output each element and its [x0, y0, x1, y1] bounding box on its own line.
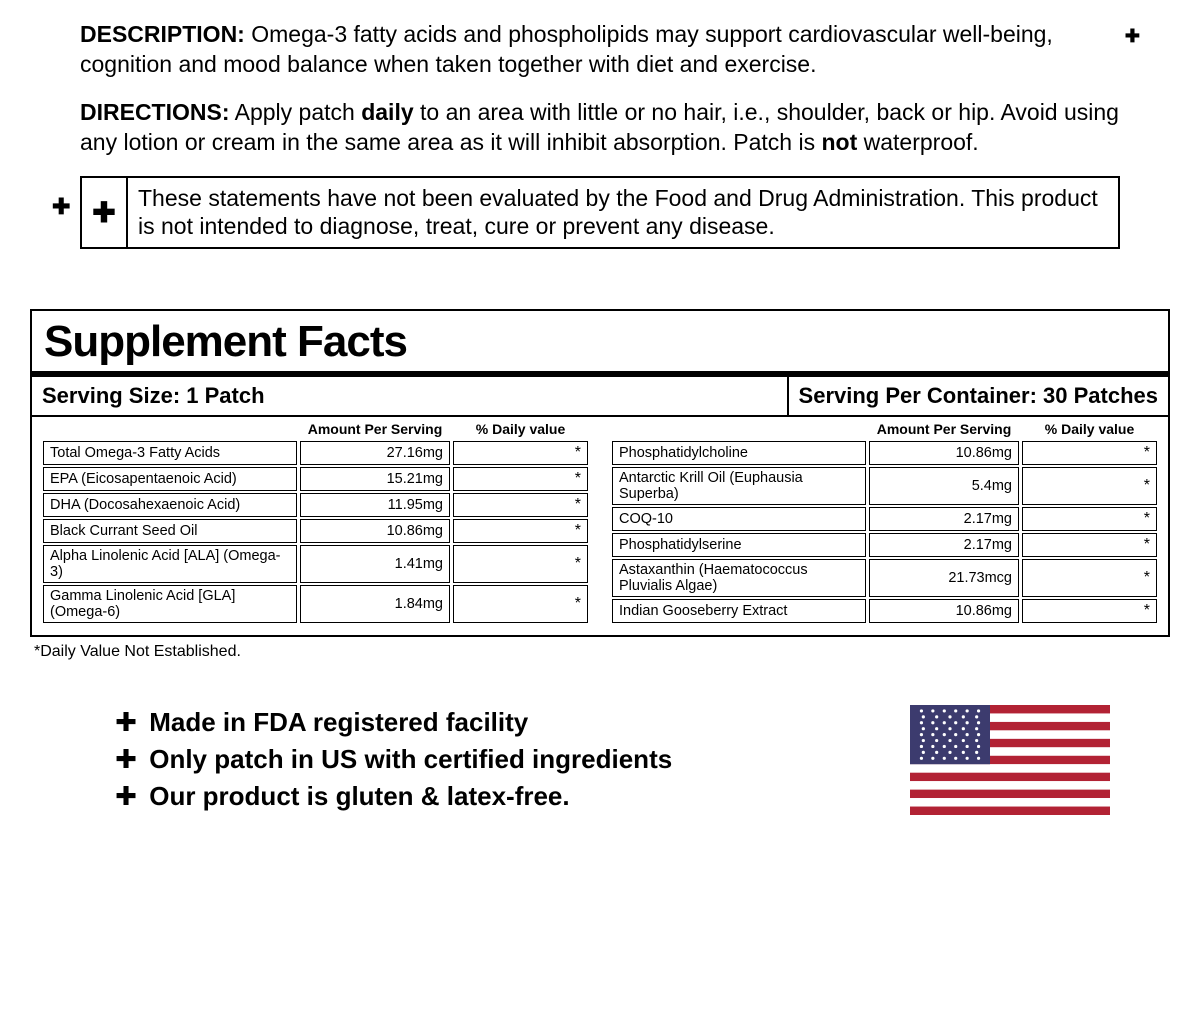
- claim-line: ✚ Made in FDA registered facility: [110, 707, 910, 738]
- directions-bold-1: daily: [361, 99, 413, 125]
- directions-label: DIRECTIONS:: [80, 99, 230, 125]
- ingredient-name: COQ-10: [612, 507, 866, 531]
- table-row: Astaxanthin (Haematococcus Pluvialis Alg…: [612, 559, 1157, 597]
- ingredient-name: Phosphatidylserine: [612, 533, 866, 557]
- col-header-amount: Amount Per Serving: [869, 419, 1019, 439]
- table-row: Gamma Linolenic Acid [GLA] (Omega-6)1.84…: [43, 585, 588, 623]
- ingredient-name: DHA (Docosahexaenoic Acid): [43, 493, 297, 517]
- ingredient-amount: 5.4mg: [869, 467, 1019, 505]
- facts-title: Supplement Facts: [32, 311, 1168, 377]
- claim-line: ✚ Our product is gluten & latex-free.: [110, 781, 910, 812]
- ingredient-amount: 10.86mg: [300, 519, 450, 543]
- table-row: Antarctic Krill Oil (Euphausia Superba)5…: [612, 467, 1157, 505]
- table-row: Phosphatidylserine2.17mg*: [612, 533, 1157, 557]
- table-row: DHA (Docosahexaenoic Acid)11.95mg*: [43, 493, 588, 517]
- ingredient-dv: *: [1022, 599, 1157, 623]
- ingredient-name: Indian Gooseberry Extract: [612, 599, 866, 623]
- facts-right-column: Amount Per Serving % Daily value Phospha…: [609, 417, 1160, 625]
- plus-icon: ✚: [110, 781, 142, 812]
- fda-disclaimer-box: ✚ These statements have not been evaluat…: [80, 176, 1120, 250]
- serving-row: Serving Size: 1 Patch Serving Per Contai…: [32, 377, 1168, 417]
- table-row: COQ-102.17mg*: [612, 507, 1157, 531]
- claim-text: Made in FDA registered facility: [142, 707, 528, 737]
- ingredient-name: Astaxanthin (Haematococcus Pluvialis Alg…: [612, 559, 866, 597]
- ingredient-dv: *: [453, 467, 588, 491]
- facts-table-left: Amount Per Serving % Daily value Total O…: [40, 417, 591, 625]
- table-row: Black Currant Seed Oil10.86mg*: [43, 519, 588, 543]
- table-row: Phosphatidylcholine10.86mg*: [612, 441, 1157, 465]
- plus-icon: ✚: [110, 707, 142, 738]
- ingredient-amount: 21.73mcg: [869, 559, 1019, 597]
- ingredient-name: Phosphatidylcholine: [612, 441, 866, 465]
- disclaimer-plus-icon: ✚: [82, 178, 128, 248]
- ingredient-name: Gamma Linolenic Acid [GLA] (Omega-6): [43, 585, 297, 623]
- ingredient-dv: *: [453, 493, 588, 517]
- facts-table-right: Amount Per Serving % Daily value Phospha…: [609, 417, 1160, 625]
- col-header-amount: Amount Per Serving: [300, 419, 450, 439]
- description-label: DESCRIPTION:: [80, 21, 245, 47]
- ingredient-amount: 2.17mg: [869, 533, 1019, 557]
- ingredient-name: Black Currant Seed Oil: [43, 519, 297, 543]
- ingredient-amount: 15.21mg: [300, 467, 450, 491]
- ingredient-amount: 27.16mg: [300, 441, 450, 465]
- dagger-icon: ✚: [1125, 26, 1140, 47]
- ingredient-dv: *: [1022, 441, 1157, 465]
- ingredient-name: Antarctic Krill Oil (Euphausia Superba): [612, 467, 866, 505]
- claims-list: ✚ Made in FDA registered facility✚ Only …: [110, 701, 910, 818]
- ingredient-amount: 10.86mg: [869, 441, 1019, 465]
- ingredient-dv: *: [453, 519, 588, 543]
- dv-footnote: *Daily Value Not Established.: [34, 643, 1170, 661]
- ingredient-name: Alpha Linolenic Acid [ALA] (Omega-3): [43, 545, 297, 583]
- ingredient-dv: *: [453, 441, 588, 465]
- ingredient-dv: *: [1022, 533, 1157, 557]
- ingredient-name: Total Omega-3 Fatty Acids: [43, 441, 297, 465]
- top-text-section: ✚ DESCRIPTION: Omega-3 fatty acids and p…: [30, 20, 1170, 158]
- claim-text: Our product is gluten & latex-free.: [142, 781, 570, 811]
- directions-block: DIRECTIONS: Apply patch daily to an area…: [80, 98, 1120, 158]
- ingredient-amount: 1.41mg: [300, 545, 450, 583]
- serving-size: Serving Size: 1 Patch: [32, 377, 789, 415]
- claim-text: Only patch in US with certified ingredie…: [142, 744, 672, 774]
- table-row: Indian Gooseberry Extract10.86mg*: [612, 599, 1157, 623]
- plus-icon: ✚: [52, 194, 70, 220]
- plus-icon: ✚: [110, 744, 142, 775]
- ingredient-dv: *: [1022, 559, 1157, 597]
- facts-columns: Amount Per Serving % Daily value Total O…: [32, 417, 1168, 635]
- claim-line: ✚ Only patch in US with certified ingred…: [110, 744, 910, 775]
- ingredient-dv: *: [1022, 467, 1157, 505]
- ingredient-dv: *: [1022, 507, 1157, 531]
- facts-left-column: Amount Per Serving % Daily value Total O…: [40, 417, 591, 625]
- usa-flag-icon: [910, 705, 1110, 815]
- bottom-row: ✚ Made in FDA registered facility✚ Only …: [30, 701, 1170, 818]
- disclaimer-text: These statements have not been evaluated…: [128, 178, 1118, 248]
- ingredient-dv: *: [453, 545, 588, 583]
- col-header-dv: % Daily value: [453, 419, 588, 439]
- directions-bold-2: not: [821, 129, 857, 155]
- ingredient-name: EPA (Eicosapentaenoic Acid): [43, 467, 297, 491]
- ingredient-amount: 11.95mg: [300, 493, 450, 517]
- ingredient-amount: 1.84mg: [300, 585, 450, 623]
- table-row: EPA (Eicosapentaenoic Acid)15.21mg*: [43, 467, 588, 491]
- description-block: DESCRIPTION: Omega-3 fatty acids and pho…: [80, 20, 1120, 80]
- ingredient-dv: *: [453, 585, 588, 623]
- ingredient-amount: 10.86mg: [869, 599, 1019, 623]
- serving-per-container: Serving Per Container: 30 Patches: [789, 377, 1168, 415]
- supplement-facts-panel: Supplement Facts Serving Size: 1 Patch S…: [30, 309, 1170, 637]
- ingredient-amount: 2.17mg: [869, 507, 1019, 531]
- col-header-dv: % Daily value: [1022, 419, 1157, 439]
- directions-text-1: Apply patch: [235, 99, 362, 125]
- table-row: Total Omega-3 Fatty Acids27.16mg*: [43, 441, 588, 465]
- directions-text-3: waterproof.: [857, 129, 978, 155]
- table-row: Alpha Linolenic Acid [ALA] (Omega-3)1.41…: [43, 545, 588, 583]
